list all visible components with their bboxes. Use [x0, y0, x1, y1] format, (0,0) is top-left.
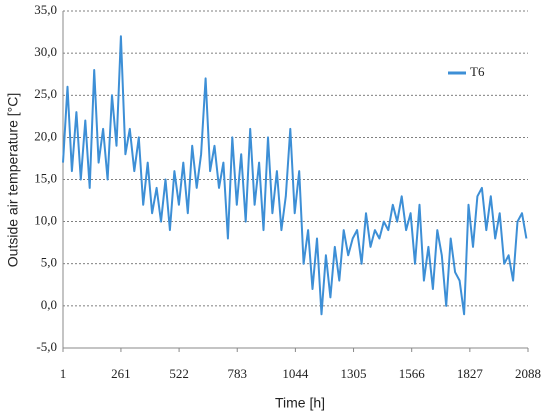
x-tick-label: 1305 — [341, 366, 367, 381]
y-tick-label: 10,0 — [34, 213, 57, 228]
x-tick-label: 783 — [227, 366, 247, 381]
x-tick-label: 522 — [169, 366, 189, 381]
y-tick-label: 30,0 — [34, 44, 57, 59]
y-tick-label: 0,0 — [41, 297, 57, 312]
x-tick-label: 261 — [111, 366, 131, 381]
line-series — [62, 35, 528, 316]
legend-label: T6 — [470, 64, 485, 79]
x-tick-label: 1044 — [282, 366, 309, 381]
x-tick-label: 1827 — [457, 366, 484, 381]
y-tick-label: 15,0 — [34, 170, 57, 185]
y-axis-label: Outside air temperature [°C] — [5, 93, 21, 267]
y-tick-label: -5,0 — [36, 339, 57, 354]
y-tick-label: 35,0 — [34, 2, 57, 17]
y-tick-label: 20,0 — [34, 128, 57, 143]
x-tick-label: 1566 — [399, 366, 426, 381]
x-tick-label: 2088 — [515, 366, 541, 381]
y-tick-label: 25,0 — [34, 86, 57, 101]
x-axis-label: Time [h] — [275, 395, 325, 411]
x-tick-label: 1 — [60, 366, 67, 381]
y-tick-label: 5,0 — [41, 255, 57, 270]
